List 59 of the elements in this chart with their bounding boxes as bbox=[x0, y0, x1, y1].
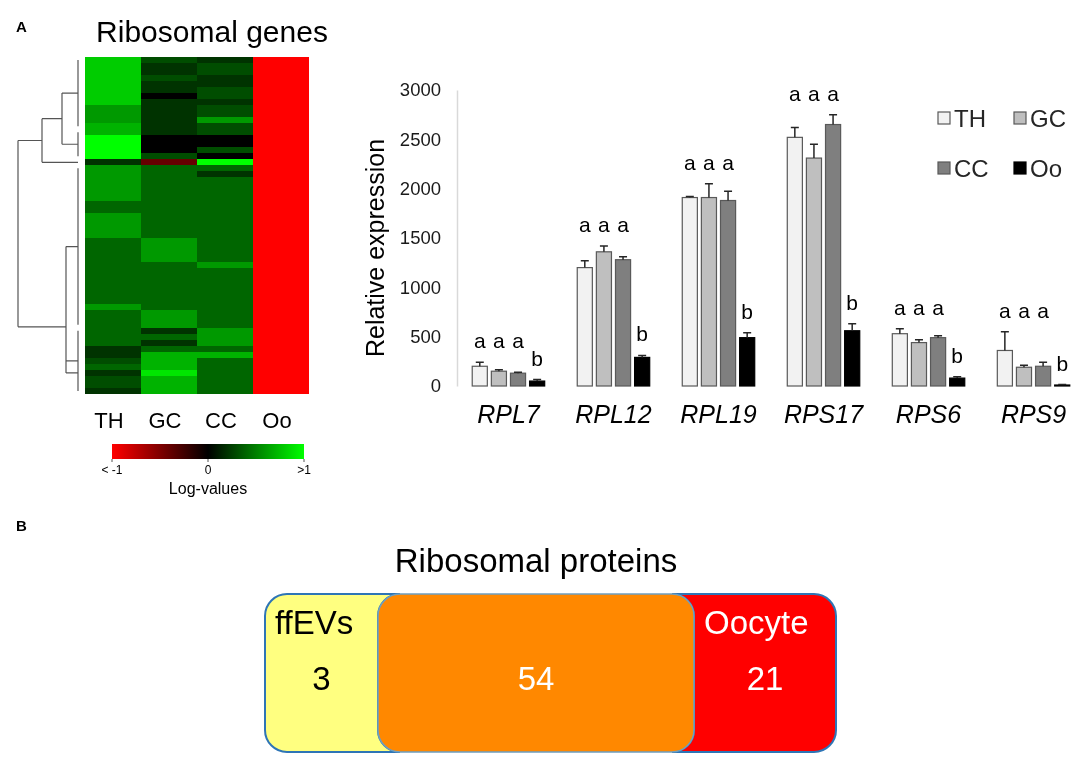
color-bar-label: < -1 bbox=[101, 463, 123, 477]
data-label: a bbox=[598, 212, 611, 236]
legend-label: GC bbox=[1030, 105, 1066, 132]
data-label: 3 bbox=[312, 660, 331, 697]
x-tick-label: RPS17 bbox=[783, 400, 865, 428]
category-label: ffEVs bbox=[275, 604, 354, 641]
x-tick-label: RPL7 bbox=[477, 400, 541, 428]
x-tick-label: GC bbox=[148, 408, 182, 433]
data-label: 21 bbox=[746, 660, 784, 697]
data-label: b bbox=[531, 346, 543, 370]
data-label: a bbox=[788, 81, 801, 105]
data-label: b bbox=[846, 290, 859, 314]
color-bar-label: >1 bbox=[297, 463, 312, 477]
x-tick-label: CC bbox=[205, 408, 237, 433]
text: A bbox=[16, 18, 27, 35]
y-tick-label: 0 bbox=[430, 375, 441, 397]
legend-label: TH bbox=[954, 105, 986, 132]
x-tick-label: RPS6 bbox=[895, 400, 962, 428]
data-label: a bbox=[512, 329, 525, 353]
data-label: a bbox=[932, 295, 945, 319]
data-label: b bbox=[636, 322, 648, 346]
legend-label: Oo bbox=[1030, 155, 1063, 182]
y-tick-label: 1500 bbox=[399, 227, 441, 249]
x-tick-label: Oo bbox=[262, 408, 292, 433]
data-label: a bbox=[1018, 298, 1031, 322]
data-label: b bbox=[951, 343, 964, 367]
y-tick-label: 500 bbox=[410, 326, 441, 348]
data-label: a bbox=[578, 212, 591, 236]
color-bar-title: Log-values bbox=[168, 480, 248, 497]
y-tick-label: 3000 bbox=[399, 79, 441, 101]
y-tick-label: 2500 bbox=[399, 128, 441, 150]
chart-title: Ribosomal genes bbox=[96, 15, 328, 48]
data-label: a bbox=[703, 150, 716, 174]
data-label: a bbox=[493, 329, 506, 353]
data-label: a bbox=[617, 212, 630, 236]
data-label: a bbox=[1037, 298, 1050, 322]
category-label: Oocyte bbox=[704, 604, 809, 641]
x-tick-label: RPL12 bbox=[575, 400, 652, 428]
data-label: b bbox=[741, 299, 754, 323]
data-label: a bbox=[913, 295, 926, 319]
y-tick-label: 1000 bbox=[399, 276, 441, 298]
color-bar-label: 0 bbox=[204, 463, 212, 477]
text: Ribosomal proteins bbox=[394, 542, 678, 579]
data-label: a bbox=[683, 150, 696, 174]
y-tick-label: 2000 bbox=[399, 178, 441, 200]
data-label: a bbox=[894, 295, 906, 319]
y-axis-title: Relative expression bbox=[360, 138, 389, 358]
data-label: a bbox=[827, 81, 840, 105]
x-tick-label: RPL19 bbox=[680, 400, 757, 428]
text: B bbox=[16, 517, 27, 534]
data-label: a bbox=[808, 81, 821, 105]
data-label: 54 bbox=[517, 660, 555, 697]
data-label: a bbox=[722, 150, 735, 174]
x-tick-label: RPS9 bbox=[1000, 400, 1067, 428]
data-label: a bbox=[999, 298, 1012, 322]
legend-label: CC bbox=[954, 155, 989, 182]
data-label: b bbox=[1056, 351, 1069, 375]
x-tick-label: TH bbox=[94, 408, 124, 433]
data-label: a bbox=[473, 329, 486, 353]
